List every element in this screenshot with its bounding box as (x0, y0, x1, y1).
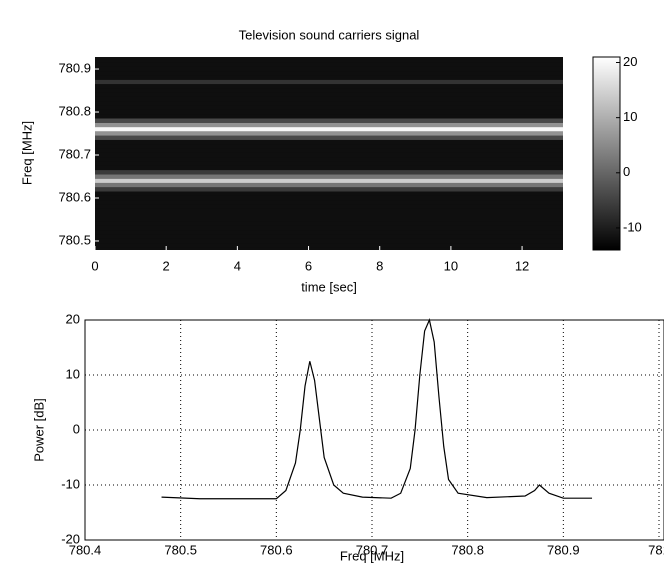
x-tick-label: 0 (91, 258, 98, 273)
heatmap-row (95, 96, 563, 102)
colorbar-tick-label: 20 (623, 54, 637, 69)
colorbar-tick-label: 0 (623, 164, 630, 179)
x-axis-label: time [sec] (301, 279, 357, 294)
heatmap-row (95, 92, 563, 97)
x-tick-label: 780.9 (547, 542, 580, 557)
y-tick-label: 0 (73, 421, 80, 436)
heatmap-row (95, 135, 563, 140)
heatmap-row (95, 208, 563, 214)
heatmap-row (95, 157, 563, 162)
x-tick-label: 780.5 (164, 542, 197, 557)
heatmap-row (95, 213, 563, 218)
heatmap-row (95, 75, 563, 80)
heatmap-row (95, 200, 563, 205)
heatmap-row (95, 131, 563, 136)
heatmap-row (95, 243, 563, 248)
heatmap-row (95, 139, 563, 145)
y-tick-label: 10 (66, 366, 80, 381)
colorbar-tick-label: 10 (623, 109, 637, 124)
heatmap-row (95, 79, 563, 85)
heatmap-row (95, 152, 563, 158)
x-tick-label: 6 (305, 258, 312, 273)
heatmap-row (95, 127, 563, 132)
x-tick-label: 2 (163, 258, 170, 273)
y-tick-label: 780.8 (58, 103, 91, 118)
y-tick-label: 780.7 (58, 146, 91, 161)
y-tick-label: 780.5 (58, 232, 91, 247)
y-tick-label: -20 (61, 531, 80, 546)
heatmap-row (95, 66, 563, 72)
heatmap-row (95, 225, 563, 231)
x-tick-label: 8 (376, 258, 383, 273)
heatmap-row (95, 221, 563, 226)
heatmap-row (95, 247, 563, 250)
heatmap-row (95, 84, 563, 89)
heatmap-row (95, 101, 563, 106)
heatmap-row (95, 58, 563, 63)
heatmap-row (95, 204, 563, 209)
x-axis-label: Freq [MHz] (340, 548, 404, 563)
heatmap-row (95, 191, 563, 196)
x-tick-label: 4 (234, 258, 241, 273)
heatmap-row (95, 118, 563, 123)
heatmap-row (95, 238, 563, 244)
heatmap-row (95, 88, 563, 93)
y-tick-label: 780.6 (58, 189, 91, 204)
colorbar (592, 56, 621, 251)
heatmap-row (95, 62, 563, 67)
x-tick-label: 780.4 (69, 542, 102, 557)
heatmap-row (95, 144, 563, 149)
line-series (161, 318, 593, 500)
heatmap-row (95, 178, 563, 183)
x-tick-label: 780.6 (260, 542, 293, 557)
heatmap-row (95, 230, 563, 235)
x-tick-label: 780.8 (451, 542, 484, 557)
y-tick-label: -10 (61, 476, 80, 491)
heatmap-row (95, 109, 563, 115)
heatmap-row (95, 165, 563, 171)
heatmap-row (95, 195, 563, 201)
heatmap-row (95, 187, 563, 192)
y-tick-label: 780.9 (58, 60, 91, 75)
x-tick-label: 781 (648, 542, 664, 557)
heatmap-row (95, 170, 563, 175)
x-tick-label: 10 (444, 258, 458, 273)
heatmap-row (95, 122, 563, 128)
y-tick-label: 20 (66, 311, 80, 326)
x-tick-label: 780.7 (356, 542, 389, 557)
heatmap-row (95, 71, 563, 76)
heatmap-row (95, 217, 563, 222)
heatmap-row (95, 148, 563, 153)
y-axis-label: Power [dB] (31, 398, 46, 462)
heatmap-row (95, 161, 563, 166)
heatmap-row (95, 182, 563, 188)
y-axis-label: Freq [MHz] (19, 121, 34, 185)
heatmap-row (95, 234, 563, 239)
chart-title: Television sound carriers signal (239, 27, 420, 42)
x-tick-label: 12 (515, 258, 529, 273)
heatmap-row (95, 105, 563, 110)
heatmap-row (95, 174, 563, 179)
heatmap-row (95, 114, 563, 119)
colorbar-tick-label: -10 (623, 219, 642, 234)
